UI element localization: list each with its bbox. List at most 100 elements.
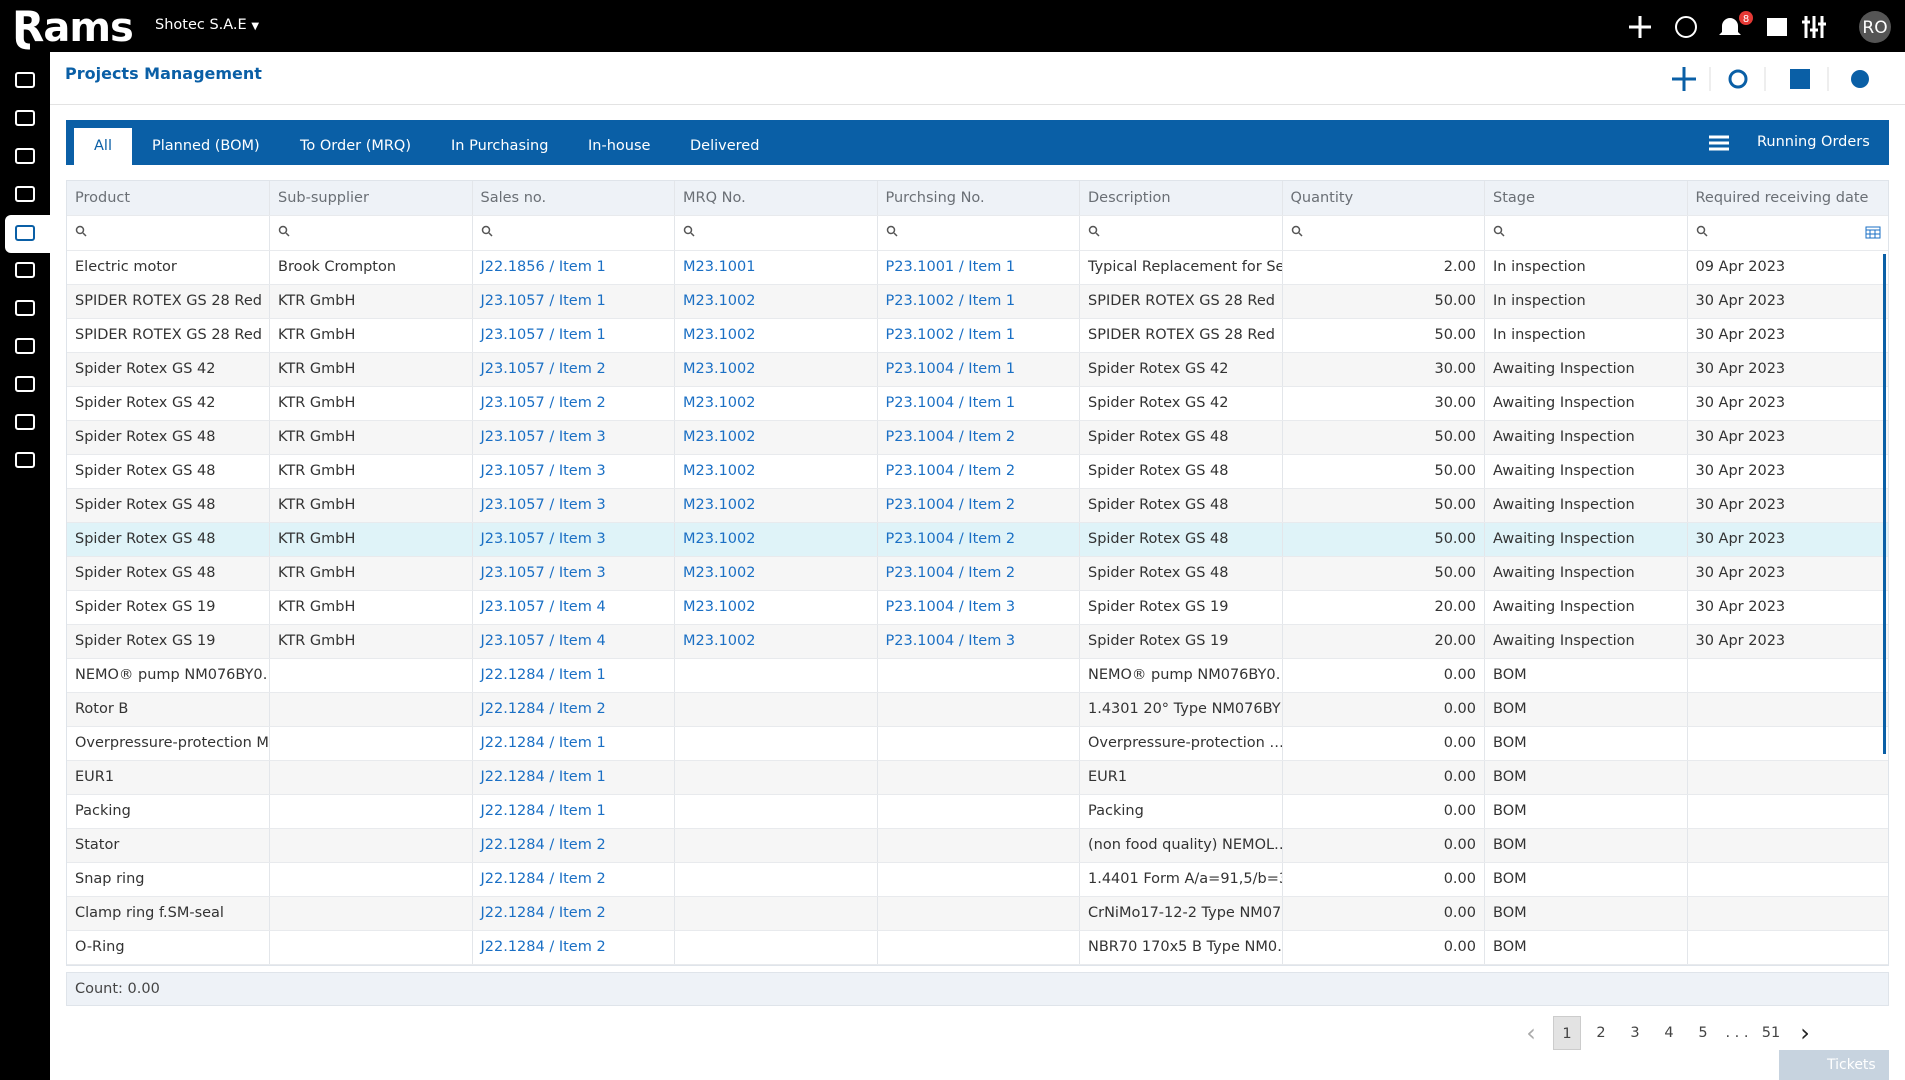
link-cell[interactable]: J22.1284 / Item 2 (472, 862, 675, 897)
link-cell[interactable] (877, 862, 1080, 897)
link-cell[interactable]: M23.1002 (674, 556, 878, 591)
link-cell[interactable] (877, 692, 1080, 727)
link-cell[interactable]: P23.1004 / Item 1 (877, 386, 1080, 421)
table-row[interactable]: Packing J22.1284 / Item 1 Packing 0.00 BOM (67, 794, 1888, 829)
link-cell[interactable]: J23.1057 / Item 3 (472, 420, 675, 455)
table-row[interactable]: O-Ring J22.1284 / Item 2 NBR70 170x5 B Typ… (67, 930, 1888, 965)
page-button[interactable]: 2 (1596, 1025, 1606, 1041)
nav-active[interactable] (5, 215, 50, 253)
link-cell[interactable] (674, 794, 878, 829)
link-cell[interactable] (877, 658, 1080, 693)
column-header[interactable]: Stage (1484, 181, 1688, 216)
next-page[interactable]: › (1800, 1019, 1810, 1047)
table-row[interactable]: Electric motor Brook Crompton J22.1856 / I… (67, 250, 1888, 285)
link-cell[interactable]: J23.1057 / Item 3 (472, 488, 675, 523)
link-cell[interactable]: M23.1002 (674, 352, 878, 387)
link-cell[interactable]: M23.1002 (674, 420, 878, 455)
link-cell[interactable]: M23.1002 (674, 454, 878, 489)
tab[interactable]: Delivered (690, 138, 760, 154)
column-header[interactable]: MRQ No. (674, 181, 878, 216)
link-cell[interactable]: J23.1057 / Item 1 (472, 318, 675, 353)
link-cell[interactable]: M23.1002 (674, 590, 878, 625)
link-cell[interactable]: J22.1856 / Item 1 (472, 250, 675, 285)
link-cell[interactable]: M23.1002 (674, 284, 878, 319)
add-icon[interactable] (1629, 16, 1651, 38)
link-cell[interactable]: J22.1284 / Item 2 (472, 828, 675, 863)
filter-cell[interactable] (1282, 215, 1485, 251)
link-cell[interactable]: J22.1284 / Item 1 (472, 658, 675, 693)
column-header[interactable]: Product (67, 181, 270, 216)
company-selector[interactable]: Shotec S.A.E ▼ (155, 17, 259, 33)
tab[interactable]: In-house (588, 138, 651, 154)
page-button[interactable]: . . . (1725, 1025, 1749, 1041)
link-cell[interactable]: J23.1057 / Item 3 (472, 522, 675, 557)
link-cell[interactable] (877, 896, 1080, 931)
link-cell[interactable]: J23.1057 / Item 2 (472, 352, 675, 387)
calendar-icon[interactable] (1865, 225, 1881, 239)
filter-cell[interactable] (269, 215, 473, 251)
link-cell[interactable]: J23.1057 / Item 3 (472, 454, 675, 489)
link-cell[interactable]: J22.1284 / Item 2 (472, 692, 675, 727)
link-cell[interactable]: M23.1001 (674, 250, 878, 285)
table-row[interactable]: Spider Rotex GS 42 KTR GmbH J23.1057 / Ite… (67, 352, 1888, 387)
tab[interactable]: All (74, 128, 132, 165)
table-row[interactable]: Spider Rotex GS 48 KTR GmbH J23.1057 / Ite… (67, 488, 1888, 523)
column-header[interactable]: Purchsing No. (877, 181, 1080, 216)
link-cell[interactable]: P23.1002 / Item 1 (877, 318, 1080, 353)
link-cell[interactable]: P23.1004 / Item 2 (877, 488, 1080, 523)
table-row[interactable]: Spider Rotex GS 48 KTR GmbH J23.1057 / Ite… (67, 556, 1888, 591)
link-cell[interactable]: P23.1002 / Item 1 (877, 284, 1080, 319)
filter-cell[interactable] (1484, 215, 1688, 251)
link-cell[interactable]: M23.1002 (674, 386, 878, 421)
filter-cell[interactable] (877, 215, 1080, 251)
link-cell[interactable]: J23.1057 / Item 2 (472, 386, 675, 421)
filter-cell[interactable] (674, 215, 878, 251)
table-row[interactable]: Stator J22.1284 / Item 2 (non food quality… (67, 828, 1888, 863)
table-row[interactable]: Spider Rotex GS 48 KTR GmbH J23.1057 / Ite… (67, 454, 1888, 489)
link-cell[interactable] (877, 726, 1080, 761)
link-cell[interactable]: P23.1004 / Item 3 (877, 624, 1080, 659)
menu-icon[interactable] (1708, 134, 1730, 154)
avatar[interactable] (1859, 11, 1891, 43)
table-row[interactable]: SPIDER ROTEX GS 28 Red KTR GmbH J23.1057 /… (67, 318, 1888, 353)
nav-icon[interactable] (15, 300, 35, 316)
link-cell[interactable]: J22.1284 / Item 2 (472, 896, 675, 931)
link-cell[interactable] (674, 862, 878, 897)
link-cell[interactable]: J23.1057 / Item 1 (472, 284, 675, 319)
logo[interactable]: Ɽams (12, 2, 134, 51)
link-cell[interactable] (674, 726, 878, 761)
tab[interactable]: To Order (MRQ) (300, 138, 412, 154)
nav-icon[interactable] (15, 452, 35, 468)
running-orders-button[interactable]: Running Orders (1757, 134, 1870, 150)
link-cell[interactable] (674, 658, 878, 693)
link-cell[interactable] (877, 760, 1080, 795)
page-button[interactable]: 3 (1630, 1025, 1640, 1041)
column-header[interactable]: Description (1079, 181, 1283, 216)
link-cell[interactable] (674, 930, 878, 965)
filter-cell[interactable] (1687, 215, 1888, 251)
link-cell[interactable] (674, 896, 878, 931)
link-cell[interactable] (877, 794, 1080, 829)
column-header[interactable]: Quantity (1282, 181, 1485, 216)
page-button[interactable]: 5 (1698, 1025, 1708, 1041)
settings-icon[interactable] (1802, 16, 1826, 38)
column-header[interactable]: Sub-supplier (269, 181, 473, 216)
page-button[interactable]: 4 (1664, 1025, 1674, 1041)
tickets-button[interactable]: Tickets (1779, 1050, 1889, 1080)
nav-icon[interactable] (15, 414, 35, 430)
column-header[interactable]: Sales no. (472, 181, 675, 216)
link-cell[interactable]: J23.1057 / Item 4 (472, 590, 675, 625)
history-icon[interactable] (1675, 16, 1697, 38)
link-cell[interactable]: P23.1004 / Item 2 (877, 522, 1080, 557)
table-row[interactable]: Spider Rotex GS 19 KTR GmbH J23.1057 / Ite… (67, 590, 1888, 625)
link-cell[interactable]: P23.1004 / Item 1 (877, 352, 1080, 387)
link-cell[interactable]: P23.1001 / Item 1 (877, 250, 1080, 285)
link-cell[interactable]: J23.1057 / Item 4 (472, 624, 675, 659)
nav-icon[interactable] (15, 186, 35, 202)
link-cell[interactable]: M23.1002 (674, 624, 878, 659)
filter-cell[interactable] (67, 215, 270, 251)
nav-icon[interactable] (15, 262, 35, 278)
link-cell[interactable] (674, 760, 878, 795)
link-cell[interactable]: M23.1002 (674, 318, 878, 353)
link-cell[interactable]: P23.1004 / Item 2 (877, 420, 1080, 455)
